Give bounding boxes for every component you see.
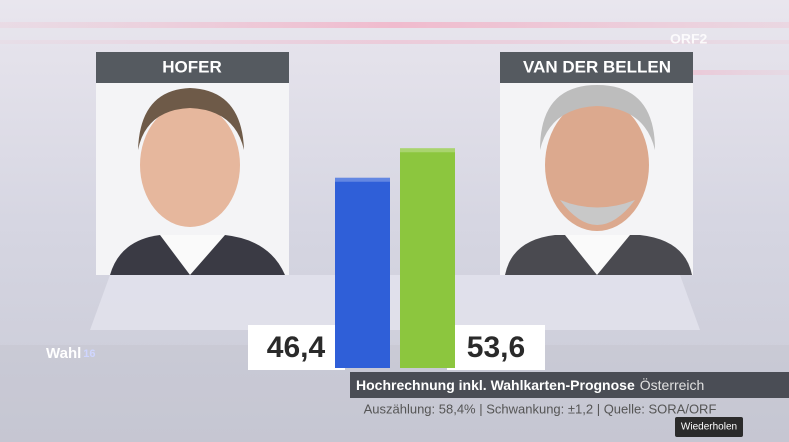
program-year: 16 — [83, 348, 95, 360]
candidate-name: VAN DER BELLEN — [523, 57, 671, 76]
pedestal — [90, 275, 700, 330]
source: Auszählung: 58,4% | Schwankung: ±1,2 | Q… — [364, 401, 717, 416]
program-name: Wahl — [46, 345, 81, 362]
streak — [0, 22, 789, 28]
streak — [0, 40, 789, 44]
name-band — [500, 52, 693, 83]
portrait-right — [500, 83, 693, 275]
bar — [335, 177, 390, 368]
value-box — [447, 325, 545, 370]
bar-highlight — [400, 148, 455, 153]
streak — [600, 70, 789, 75]
value-box — [248, 325, 345, 370]
portrait-left — [96, 83, 289, 275]
bar — [400, 148, 455, 368]
caption-title: Hochrechnung inkl. Wahlkarten-Prognose — [356, 377, 635, 393]
value-label: 53,6 — [467, 331, 525, 364]
channel-logo: ORF2 — [670, 31, 708, 47]
value-label: 46,4 — [267, 331, 326, 364]
replay-button[interactable]: Wiederholen — [681, 422, 737, 433]
program-logo: Wahl 16 — [46, 345, 96, 362]
caption: Hochrechnung inkl. Wahlkarten-Prognose Ös… — [356, 376, 704, 393]
bar-highlight — [335, 177, 390, 182]
caption-region: Österreich — [640, 376, 705, 393]
button-bg[interactable] — [675, 417, 743, 437]
name-band — [96, 52, 289, 83]
candidate-name: HOFER — [162, 57, 222, 76]
caption-bar — [350, 372, 789, 398]
